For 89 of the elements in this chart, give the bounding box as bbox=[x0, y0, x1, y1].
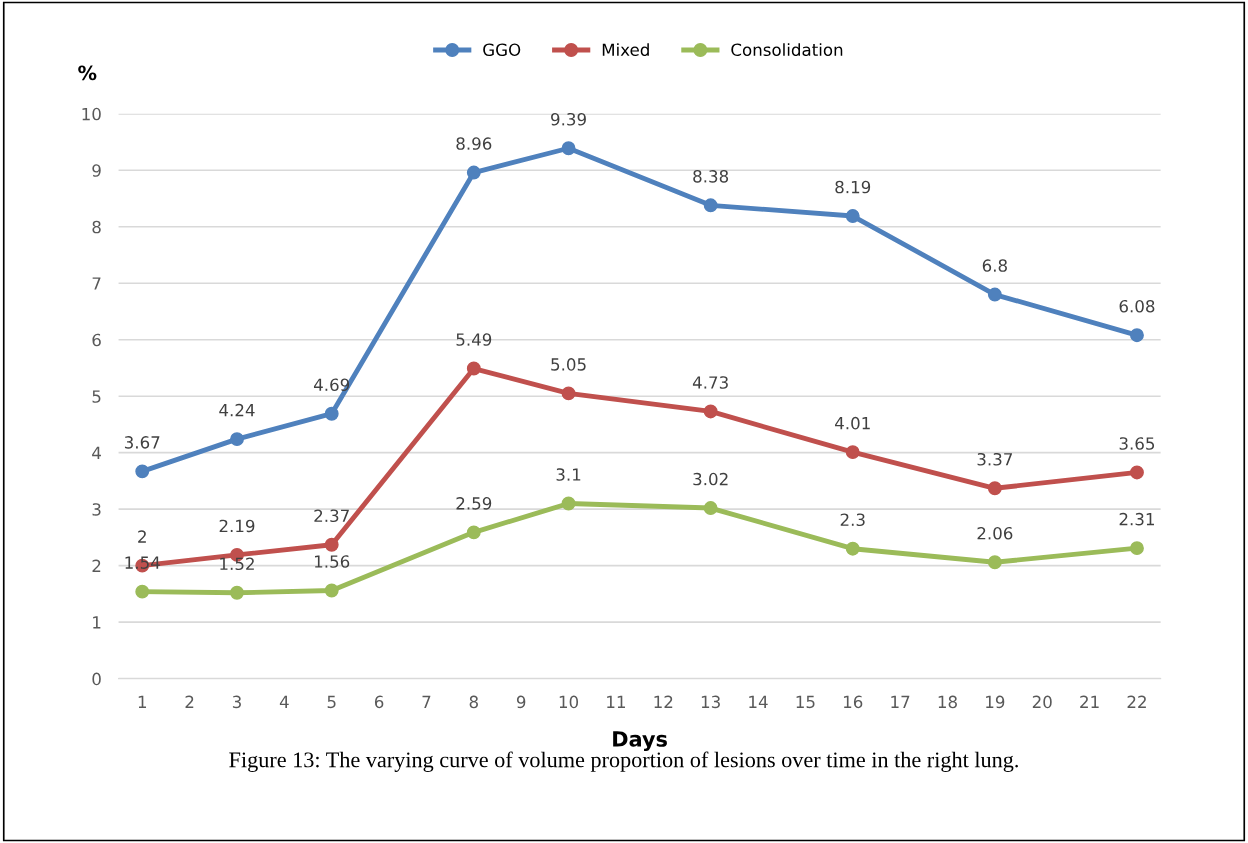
y-tick-label: 8 bbox=[92, 220, 101, 234]
x-tick-label: 10 bbox=[559, 695, 579, 709]
x-tick-label: 14 bbox=[749, 695, 768, 708]
y-tick-label: 7 bbox=[92, 277, 101, 290]
data-label: 2.37 bbox=[314, 509, 349, 523]
data-label: 4.73 bbox=[692, 376, 728, 389]
x-axis-title: Days bbox=[613, 731, 667, 752]
x-tick-label: 5 bbox=[327, 695, 336, 709]
x-tick-label: 2 bbox=[185, 695, 194, 708]
data-label: 3.37 bbox=[977, 452, 1012, 466]
y-tick-label: 10 bbox=[82, 107, 101, 121]
point bbox=[703, 198, 718, 213]
data-label: 2.31 bbox=[1119, 512, 1154, 526]
x-tick-label: 8 bbox=[469, 695, 478, 709]
point bbox=[703, 404, 718, 419]
x-tick-label: 3 bbox=[232, 695, 241, 709]
point bbox=[845, 209, 860, 223]
y-tick-label: 0 bbox=[92, 672, 101, 686]
data-label: 3.67 bbox=[124, 436, 160, 449]
data-label: 8.38 bbox=[693, 170, 729, 183]
data-label: 2.3 bbox=[840, 513, 865, 527]
point bbox=[987, 481, 1002, 496]
data-label: 4.01 bbox=[835, 416, 870, 430]
x-tick-label: 15 bbox=[796, 695, 815, 709]
point bbox=[1130, 465, 1144, 480]
data-label: 2.59 bbox=[456, 497, 492, 510]
legend-label: Consolidation bbox=[731, 43, 843, 57]
point bbox=[324, 406, 339, 421]
data-label: 6.8 bbox=[982, 259, 1007, 272]
point bbox=[324, 537, 339, 552]
data-label: 5.05 bbox=[551, 358, 586, 371]
x-tick-label: 12 bbox=[654, 695, 673, 708]
point bbox=[1130, 541, 1144, 556]
x-tick-label: 6 bbox=[374, 695, 384, 709]
y-tick-label: 3 bbox=[92, 503, 101, 516]
x-tick-label: 9 bbox=[516, 695, 526, 709]
data-label: 5.49 bbox=[456, 333, 492, 346]
data-label: 6.08 bbox=[1119, 299, 1155, 313]
point bbox=[324, 583, 339, 598]
point bbox=[845, 541, 860, 556]
data-label: 8.19 bbox=[835, 180, 871, 194]
y-tick-label: 1 bbox=[93, 616, 101, 629]
data-label: 3.65 bbox=[1119, 437, 1155, 450]
point bbox=[466, 525, 481, 540]
data-label: 3.1 bbox=[556, 468, 581, 481]
x-tick-label: 19 bbox=[986, 695, 1005, 709]
y-tick-label: 5 bbox=[92, 390, 101, 403]
point bbox=[703, 501, 718, 515]
point bbox=[987, 287, 1002, 302]
y-tick-label: 4 bbox=[92, 446, 101, 460]
y-tick-label: 6 bbox=[92, 333, 101, 347]
y-tick-label: 2 bbox=[92, 559, 101, 572]
point bbox=[1130, 328, 1144, 343]
x-tick-label: 7 bbox=[422, 695, 431, 708]
x-tick-label: 17 bbox=[891, 695, 910, 708]
x-tick-label: 16 bbox=[843, 695, 863, 709]
data-label: 4.24 bbox=[219, 403, 255, 417]
data-label: 8.96 bbox=[456, 137, 492, 150]
point bbox=[466, 165, 481, 180]
data-label: 2.06 bbox=[977, 526, 1013, 540]
point bbox=[230, 432, 244, 447]
x-tick-label: 1 bbox=[138, 695, 147, 708]
caption: Figure 13: The varying curve of volume proportion of lesions over time in the right lung. bbox=[229, 751, 1018, 772]
point bbox=[845, 445, 860, 460]
point bbox=[987, 555, 1002, 570]
x-tick-label: 22 bbox=[1127, 695, 1146, 708]
point bbox=[561, 496, 576, 511]
data-label: 2.19 bbox=[219, 519, 255, 533]
data-label: 3.02 bbox=[693, 472, 728, 486]
x-tick-label: 20 bbox=[1032, 695, 1052, 709]
x-tick-label: 21 bbox=[1080, 695, 1099, 708]
point bbox=[466, 361, 481, 376]
x-tick-label: 4 bbox=[279, 695, 289, 708]
x-tick-label: 11 bbox=[607, 695, 625, 708]
legend-label: GGO bbox=[483, 43, 521, 57]
point bbox=[561, 141, 576, 156]
data-label: 1.56 bbox=[314, 555, 350, 568]
data-label: 9.39 bbox=[551, 112, 586, 126]
point bbox=[561, 386, 576, 401]
legend-label: Mixed bbox=[602, 43, 649, 57]
data-label: 1.52 bbox=[220, 557, 254, 571]
point bbox=[230, 585, 244, 600]
y-axis-title: % bbox=[78, 65, 97, 81]
x-tick-label: 18 bbox=[938, 695, 957, 709]
point bbox=[135, 584, 150, 599]
data-label: 2 bbox=[138, 530, 146, 543]
x-tick-label: 13 bbox=[701, 695, 720, 709]
y-tick-label: 9 bbox=[92, 164, 101, 177]
point bbox=[135, 464, 150, 479]
